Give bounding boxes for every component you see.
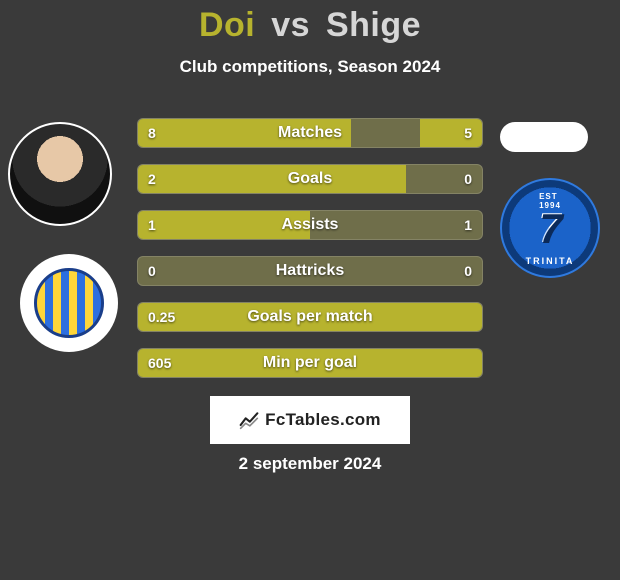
stat-value-left: 8 <box>148 119 156 147</box>
stat-value-right: 5 <box>464 119 472 147</box>
stat-label: Min per goal <box>138 349 482 377</box>
stat-label: Goals <box>138 165 482 193</box>
stat-row: Goals per match0.25 <box>137 302 483 332</box>
chart-line-icon <box>239 410 259 430</box>
branding-text: FcTables.com <box>265 410 381 430</box>
stat-label: Assists <box>138 211 482 239</box>
stat-value-right: 0 <box>464 257 472 285</box>
stat-row: Assists1 1 <box>137 210 483 240</box>
vs-separator: vs <box>271 6 310 44</box>
stat-value-right: 1 <box>464 211 472 239</box>
stat-row: Hattricks0 0 <box>137 256 483 286</box>
player2-name: Shige <box>326 6 421 44</box>
player1-avatar <box>8 122 112 226</box>
page-title: Doi vs Shige <box>0 0 620 45</box>
stat-value-left: 0 <box>148 257 156 285</box>
player1-club-badge <box>20 254 118 352</box>
date-text: 2 september 2024 <box>0 454 620 474</box>
stat-row: Min per goal605 <box>137 348 483 378</box>
club-est-label: EST 1994 <box>539 192 561 210</box>
player2-club-badge: EST 1994 7 TRINITA <box>500 178 600 278</box>
stat-value-right: 0 <box>464 165 472 193</box>
stat-value-left: 2 <box>148 165 156 193</box>
stat-row: Matches8 5 <box>137 118 483 148</box>
stat-value-left: 605 <box>148 349 171 377</box>
player1-name: Doi <box>199 6 255 44</box>
branding-box: FcTables.com <box>210 396 410 444</box>
stat-value-left: 1 <box>148 211 156 239</box>
stat-value-left: 0.25 <box>148 303 175 331</box>
stat-row: Goals2 0 <box>137 164 483 194</box>
player2-avatar <box>500 122 588 152</box>
club-name-label: TRINITA <box>526 256 575 266</box>
club-badge-inner <box>34 268 104 338</box>
club-number-icon: 7 <box>538 204 561 252</box>
stat-label: Goals per match <box>138 303 482 331</box>
stat-label: Hattricks <box>138 257 482 285</box>
stats-container: Matches85Goals20Assists11Hattricks00Goal… <box>137 118 483 394</box>
stat-label: Matches <box>138 119 482 147</box>
subtitle: Club competitions, Season 2024 <box>0 57 620 77</box>
